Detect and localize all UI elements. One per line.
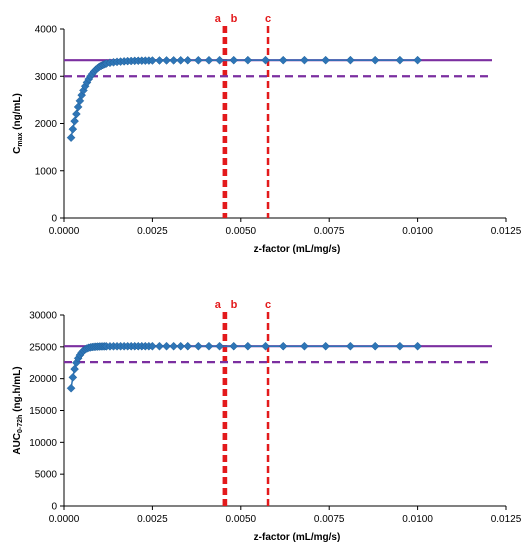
data-point [413,341,422,351]
vertical-marker-label-c: c [265,299,271,311]
y-axis-title-main: AUC [12,433,23,455]
y-tick-label: 10000 [29,438,57,449]
series-line [70,59,418,138]
data-point [370,341,380,351]
data-point [278,55,288,65]
vertical-marker-label-a: a [215,13,222,25]
data-point [70,364,79,374]
data-point [148,56,157,65]
data-point [194,55,203,65]
data-point [68,124,78,134]
y-tick-label: 15000 [29,406,57,417]
data-point [169,341,178,351]
data-point [395,55,405,65]
data-point [66,383,76,393]
data-point [162,341,171,351]
data-point [321,341,331,351]
y-tick-label: 0 [51,214,57,225]
vertical-marker-label-b: b [231,299,238,311]
y-axis-title-main: C [12,147,23,154]
data-point [194,341,203,351]
data-point [155,341,164,351]
cmax-chart: 0 1000 2000 3000 4000 0.0000 0.0025 0.0050 0.007… [12,13,522,255]
x-axis-title: z-factor (mL/mg/s) [254,532,341,543]
y-axis-title-subscript: max [17,132,24,146]
data-point [346,341,355,351]
y-tick-label: 2000 [35,119,58,130]
data-point [176,341,186,351]
data-point [300,55,309,65]
data-point [66,133,76,143]
data-point [162,56,171,65]
x-tick-label: 0.0125 [491,514,522,525]
data-point [215,55,224,65]
x-tick-label: 0.0100 [402,514,433,525]
data-point [229,55,239,65]
data-point [243,55,253,65]
x-tick-label: 0.0075 [314,514,345,525]
x-tick-label: 0.0025 [137,226,168,237]
y-tick-label: 1000 [35,166,58,177]
data-point [183,55,193,65]
y-axis-title-unit: (ng/mL) [12,93,23,132]
x-tick-label: 0.0100 [402,226,433,237]
data-point [215,341,224,351]
data-point [395,341,405,351]
data-point [68,373,78,382]
data-point [148,341,157,351]
y-tick-label: 20000 [29,374,57,385]
x-axis-title: z-factor (mL/mg/s) [254,244,341,255]
data-point [278,341,288,351]
data-point [155,56,164,65]
vertical-marker-label-b: b [231,13,238,25]
data-point [73,102,83,112]
data-point [176,55,186,65]
vertical-marker-label-a: a [215,299,222,311]
data-point [70,116,79,126]
y-axis-title-subscript: 0-72h [17,415,24,433]
y-tick-label: 3000 [35,72,58,83]
x-tick-label: 0.0075 [314,226,345,237]
data-point [261,341,270,351]
data-point [321,55,331,65]
data-point [229,341,239,351]
data-point [72,109,81,119]
x-tick-label: 0.0025 [137,514,168,525]
y-tick-label: 5000 [35,470,58,481]
y-axis-title: Cmax (ng/mL) [12,93,24,154]
y-tick-label: 25000 [29,342,57,353]
data-point [243,341,253,351]
y-axis-title-unit: (ng.h/mL) [12,366,23,414]
y-tick-label: 0 [51,502,57,513]
y-axis-title: AUC0-72h (ng.h/mL) [12,366,24,454]
x-tick-label: 0.0050 [226,514,257,525]
x-tick-label: 0.0000 [49,514,80,525]
y-tick-label: 4000 [35,25,58,36]
data-point [370,55,380,65]
auc-chart: 0 5000 10000 15000 20000 25000 30000 0.0000 0.00… [12,299,522,543]
x-tick-label: 0.0000 [49,226,80,237]
series-line [70,345,418,389]
y-tick-label: 30000 [29,311,57,322]
x-tick-label: 0.0050 [226,226,257,237]
data-point [169,56,178,65]
data-point [300,341,309,351]
data-point [413,55,422,65]
data-point [346,55,355,65]
data-point [183,341,193,351]
x-tick-label: 0.0125 [491,226,522,237]
data-point [261,55,270,65]
vertical-marker-label-c: c [265,13,271,25]
data-point [204,55,214,65]
data-point [204,341,214,351]
